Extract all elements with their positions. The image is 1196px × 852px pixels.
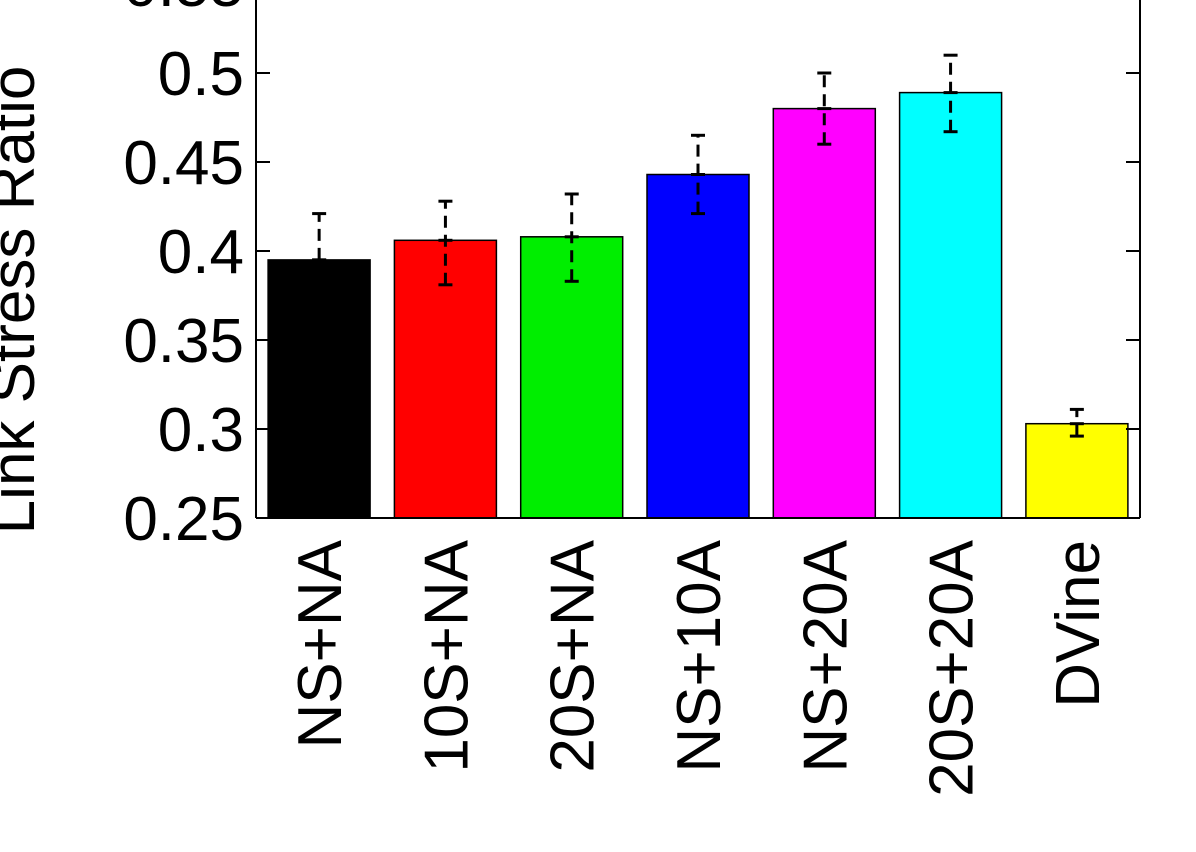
error-bars-group — [312, 53, 1084, 438]
x-tick-label: 20S+NA — [539, 539, 608, 772]
x-ticks-group: NS+NA 10S+NA 20S+NA NS+10A NS+20A 20S+20A DVin… — [286, 539, 1113, 796]
y-tick-label: 0.45 — [123, 129, 244, 198]
y-tick-label: 0.55 — [123, 0, 244, 20]
x-tick-label: NS+20A — [791, 539, 860, 772]
x-tick-label: NS+10A — [665, 539, 734, 772]
plot-frame-group — [255, 0, 1141, 519]
x-tick-label: NS+NA — [286, 539, 355, 748]
y-ticks-group: 0.25 0.3 0.35 0.4 0.45 0.5 0.55 — [123, 0, 1140, 554]
x-tick-label: 20S+20A — [918, 539, 987, 796]
y-tick-label: 0.3 — [158, 396, 244, 465]
y-axis-title: Link Stress Ratio — [0, 66, 48, 535]
bar-20s-20a — [898, 91, 1003, 519]
bars-group — [267, 91, 1129, 519]
x-tick-label: 10S+NA — [412, 539, 481, 772]
y-tick-label: 0.35 — [123, 307, 244, 376]
x-tick-label: DVine — [1044, 540, 1113, 708]
bar-ns-20a — [772, 107, 877, 519]
bar-dvine — [1025, 422, 1129, 519]
y-tick-label: 0.5 — [158, 40, 244, 109]
y-axis-title-group: Link Stress Ratio — [0, 66, 48, 535]
y-tick-label: 0.4 — [158, 218, 244, 287]
bar-10s-na — [393, 239, 498, 519]
bar-ns-na — [267, 259, 371, 519]
y-tick-label: 0.25 — [123, 485, 244, 554]
bar-ns-10a — [646, 173, 750, 519]
